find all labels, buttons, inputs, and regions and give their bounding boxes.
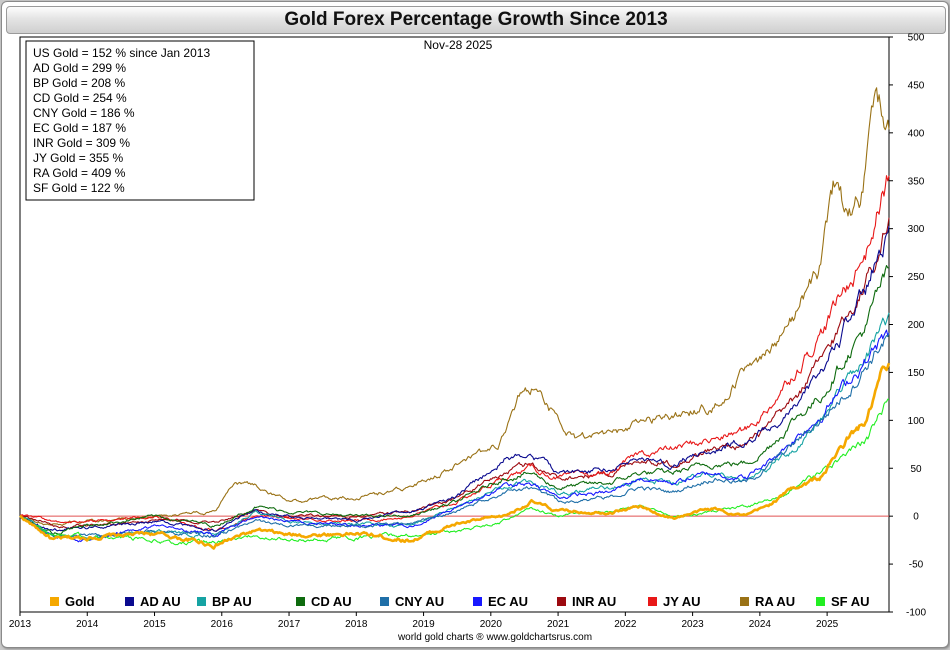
legend-swatch xyxy=(197,597,206,606)
legend-item: INR AU xyxy=(557,594,616,609)
stat-line: AD Gold = 299 % xyxy=(33,61,126,75)
legend-swatch xyxy=(473,597,482,606)
x-axis: 2013 2014 2015 2016 2017 2018 2019 2020 2021 2022… xyxy=(9,612,839,630)
legend-swatch xyxy=(557,597,566,606)
series-line-ad-au xyxy=(20,225,890,532)
legend-label: INR AU xyxy=(572,594,616,609)
legend-swatch xyxy=(816,597,825,606)
y-tick-label: -100 xyxy=(906,608,926,619)
stat-line: JY Gold = 355 % xyxy=(33,151,124,165)
legend-item: JY AU xyxy=(648,594,701,609)
legend-label: EC AU xyxy=(488,594,528,609)
legend-swatch xyxy=(740,597,749,606)
stats-box xyxy=(25,40,255,201)
legend-item: EC AU xyxy=(473,594,528,609)
series-line-ec-au xyxy=(19,329,890,543)
legend-label: RA AU xyxy=(755,594,795,609)
x-tick-label: 2018 xyxy=(345,619,368,630)
legend-label: BP AU xyxy=(212,594,252,609)
legend-item: RA AU xyxy=(740,594,795,609)
x-tick-label: 2023 xyxy=(681,619,704,630)
y-tick-label: 350 xyxy=(908,176,925,187)
stat-line: EC Gold = 187 % xyxy=(33,121,126,135)
legend-item: CNY AU xyxy=(380,594,444,609)
series-line-ra-au xyxy=(19,87,890,527)
title-bar: Gold Forex Percentage Growth Since 2013 xyxy=(6,6,946,34)
x-tick-label: 2021 xyxy=(547,619,570,630)
legend-swatch xyxy=(648,597,657,606)
y-tick-label: 200 xyxy=(908,320,925,331)
series-line-cny-au xyxy=(19,333,890,539)
legend-swatch xyxy=(380,597,389,606)
legend-label: CD AU xyxy=(311,594,352,609)
legend-item: SF AU xyxy=(816,594,870,609)
legend-label: JY AU xyxy=(663,594,701,609)
legend-label: SF AU xyxy=(831,594,870,609)
legend-swatch xyxy=(296,597,305,606)
y-tick-label: 250 xyxy=(908,272,925,283)
chart-title: Gold Forex Percentage Growth Since 2013 xyxy=(284,9,668,30)
stat-line: RA Gold = 409 % xyxy=(33,166,126,180)
x-tick-label: 2019 xyxy=(412,619,435,630)
x-tick-label: 2016 xyxy=(211,619,234,630)
footer-credit: world gold charts ® www.goldchartsrus.co… xyxy=(397,632,592,643)
y-tick-label: 500 xyxy=(908,33,925,44)
legend-swatch xyxy=(125,597,134,606)
x-tick-label: 2025 xyxy=(816,619,839,630)
x-tick-label: 2015 xyxy=(143,619,166,630)
x-tick-label: 2022 xyxy=(614,619,637,630)
x-tick-label: 2017 xyxy=(278,619,301,630)
x-tick-label: 2020 xyxy=(480,619,503,630)
series-lines xyxy=(19,87,891,550)
legend-item: AD AU xyxy=(125,594,181,609)
stat-line: CD Gold = 254 % xyxy=(33,91,127,105)
legend: Gold AD AU BP AU CD AU CNY AU EC AU INR AU JY A… xyxy=(50,594,870,609)
x-tick-label: 2014 xyxy=(76,619,99,630)
y-tick-label: 300 xyxy=(908,224,925,235)
legend-item: BP AU xyxy=(197,594,252,609)
stat-line: CNY Gold = 186 % xyxy=(33,106,135,120)
y-tick-label: 150 xyxy=(908,368,925,379)
y-tick-label: 400 xyxy=(908,128,925,139)
x-tick-label: 2024 xyxy=(749,619,772,630)
y-tick-label: -50 xyxy=(909,560,924,571)
date-label: Nov-28 2025 xyxy=(424,38,493,52)
legend-swatch xyxy=(50,597,59,606)
series-line-sf-au xyxy=(19,398,890,546)
legend-item: CD AU xyxy=(296,594,352,609)
y-tick-label: 100 xyxy=(908,416,925,427)
series-line-gold xyxy=(19,362,891,550)
legend-label: AD AU xyxy=(140,594,181,609)
series-line-cd-au xyxy=(19,264,890,535)
legend-label: CNY AU xyxy=(395,594,444,609)
stat-line: US Gold = 152 % since Jan 2013 xyxy=(33,46,210,60)
y-tick-label: 50 xyxy=(910,464,922,475)
stat-line: BP Gold = 208 % xyxy=(33,76,126,90)
legend-label: Gold xyxy=(65,594,95,609)
y-tick-label: 0 xyxy=(913,512,919,523)
y-tick-label: 450 xyxy=(908,80,925,91)
x-tick-label: 2013 xyxy=(9,619,32,630)
stat-line: INR Gold = 309 % xyxy=(33,136,130,150)
legend-item: Gold xyxy=(50,594,95,609)
stat-line: SF Gold = 122 % xyxy=(33,181,125,195)
